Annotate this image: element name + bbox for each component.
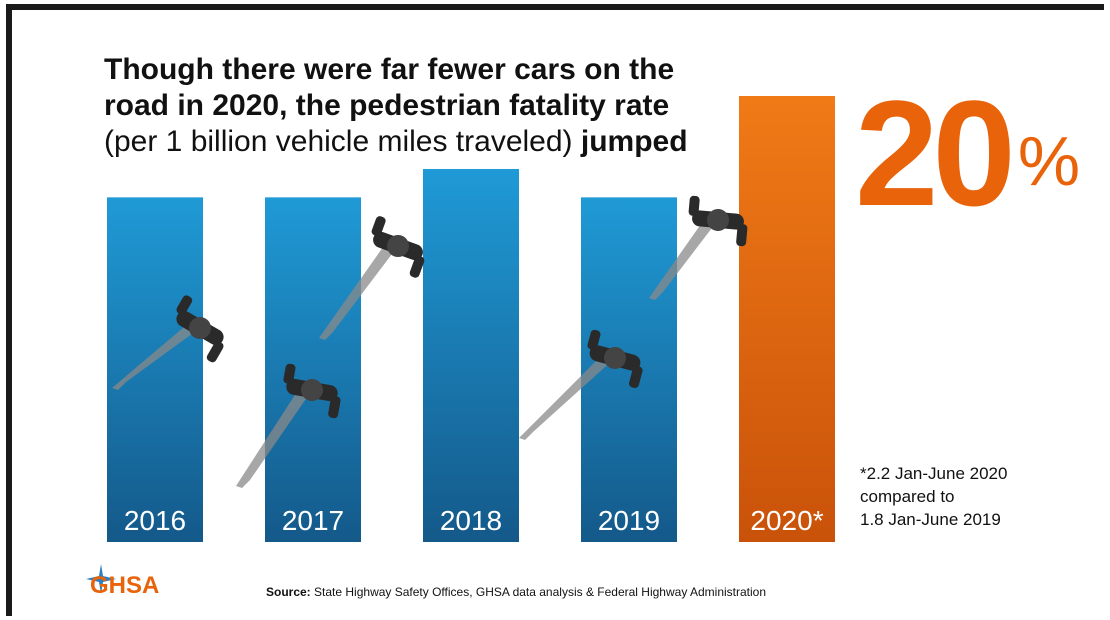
category-label-2016: 2016 bbox=[124, 505, 186, 536]
pedestrian-1-shadow bbox=[112, 322, 200, 390]
pedestrians-layer bbox=[112, 195, 748, 488]
source-text: State Highway Safety Offices, GHSA data … bbox=[314, 585, 767, 599]
source-line: Source: State Highway Safety Offices, GH… bbox=[266, 585, 766, 599]
footnote: *2.2 Jan-June 2020 compared to 1.8 Jan-J… bbox=[860, 462, 1007, 531]
highlight-percentage: 20% bbox=[855, 78, 1080, 228]
footnote-line-3: 1.8 Jan-June 2019 bbox=[860, 510, 1001, 529]
footnote-line-2: compared to bbox=[860, 487, 955, 506]
labels-layer: 2016 2017 2018 2019 2020* bbox=[124, 505, 824, 536]
bars-layer bbox=[107, 96, 835, 542]
title-line-3-light: (per 1 billion vehicle miles traveled) bbox=[104, 125, 573, 158]
category-label-2017: 2017 bbox=[282, 505, 344, 536]
pedestrian-1-body bbox=[176, 295, 224, 363]
pedestrian-1 bbox=[112, 295, 224, 390]
pedestrian-5 bbox=[649, 195, 748, 300]
pedestrian-3-shadow bbox=[319, 240, 398, 340]
pedestrian-4-body bbox=[587, 329, 643, 389]
logo-star-icon bbox=[86, 564, 116, 594]
pedestrian-5-body bbox=[688, 195, 748, 247]
bar-2020 bbox=[739, 96, 835, 542]
category-label-2018: 2018 bbox=[440, 505, 502, 536]
ghsa-logo: GHSA bbox=[86, 564, 160, 600]
chart-title: Though there were far fewer cars on the … bbox=[104, 52, 764, 160]
source-label: Source: bbox=[266, 585, 311, 599]
title-line-2: road in 2020, the pedestrian fatality ra… bbox=[104, 89, 670, 122]
pedestrian-5-shadow bbox=[649, 214, 718, 300]
footnote-line-1: *2.2 Jan-June 2020 bbox=[860, 464, 1008, 483]
pedestrian-2 bbox=[236, 363, 341, 488]
pedestrian-2-shadow bbox=[236, 384, 312, 488]
pedestrian-3-body bbox=[371, 216, 425, 278]
pedestrian-2-body bbox=[283, 363, 341, 419]
pedestrian-4 bbox=[519, 329, 643, 440]
category-label-2020: 2020* bbox=[750, 505, 823, 536]
pedestrian-3 bbox=[319, 216, 425, 340]
highlight-value: 20 bbox=[855, 69, 1016, 237]
category-label-2019: 2019 bbox=[598, 505, 660, 536]
logo-text: GHSA bbox=[90, 572, 160, 599]
pedestrian-4-shadow bbox=[519, 352, 615, 440]
title-line-3-bold: jumped bbox=[580, 125, 688, 158]
highlight-unit: % bbox=[1017, 122, 1081, 200]
bar-2017 bbox=[265, 197, 361, 542]
bar-2016 bbox=[107, 197, 203, 542]
bar-2018 bbox=[423, 168, 519, 542]
title-line-1: Though there were far fewer cars on the bbox=[104, 53, 675, 86]
